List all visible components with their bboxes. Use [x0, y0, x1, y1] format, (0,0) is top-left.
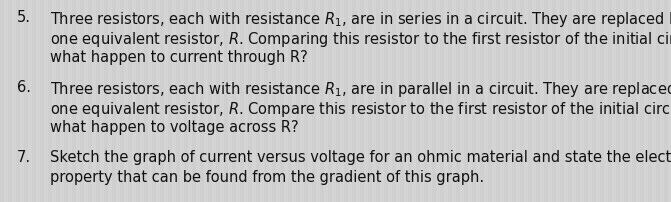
Bar: [544, 0, 548, 202]
Bar: [408, 0, 412, 202]
Bar: [40, 0, 44, 202]
Bar: [496, 0, 500, 202]
Bar: [576, 0, 580, 202]
Bar: [264, 0, 268, 202]
Bar: [440, 0, 444, 202]
Bar: [632, 0, 636, 202]
Bar: [512, 0, 516, 202]
Bar: [296, 0, 300, 202]
Bar: [624, 0, 628, 202]
Bar: [144, 0, 148, 202]
Text: Three resistors, each with resistance $R_1$, are in parallel in a circuit. They : Three resistors, each with resistance $R…: [50, 80, 671, 99]
Text: what happen to current through R?: what happen to current through R?: [50, 50, 308, 65]
Bar: [256, 0, 260, 202]
Bar: [352, 0, 356, 202]
Bar: [136, 0, 140, 202]
Text: Sketch the graph of current versus voltage for an ohmic material and state the e: Sketch the graph of current versus volta…: [50, 150, 671, 165]
Bar: [216, 0, 220, 202]
Bar: [0, 0, 4, 202]
Bar: [280, 0, 284, 202]
Bar: [640, 0, 644, 202]
Bar: [304, 0, 308, 202]
Bar: [192, 0, 196, 202]
Bar: [120, 0, 124, 202]
Bar: [648, 0, 652, 202]
Bar: [536, 0, 540, 202]
Bar: [240, 0, 244, 202]
Bar: [168, 0, 172, 202]
Bar: [592, 0, 596, 202]
Bar: [416, 0, 420, 202]
Text: what happen to voltage across R?: what happen to voltage across R?: [50, 120, 299, 135]
Text: Three resistors, each with resistance $R_1$, are in series in a circuit. They ar: Three resistors, each with resistance $R…: [50, 10, 671, 29]
Bar: [288, 0, 292, 202]
Bar: [368, 0, 372, 202]
Text: one equivalent resistor, $R$. Comparing this resistor to the first resistor of t: one equivalent resistor, $R$. Comparing …: [50, 30, 671, 49]
Bar: [384, 0, 388, 202]
Bar: [336, 0, 340, 202]
Bar: [376, 0, 380, 202]
Bar: [232, 0, 236, 202]
Bar: [344, 0, 348, 202]
Bar: [360, 0, 364, 202]
Bar: [32, 0, 36, 202]
Bar: [608, 0, 612, 202]
Bar: [488, 0, 492, 202]
Text: property that can be found from the gradient of this graph.: property that can be found from the grad…: [50, 170, 484, 185]
Bar: [104, 0, 108, 202]
Bar: [80, 0, 84, 202]
Bar: [552, 0, 556, 202]
Bar: [200, 0, 204, 202]
Bar: [504, 0, 508, 202]
Bar: [160, 0, 164, 202]
Bar: [616, 0, 620, 202]
Bar: [656, 0, 660, 202]
Bar: [208, 0, 212, 202]
Bar: [328, 0, 332, 202]
Bar: [184, 0, 188, 202]
Bar: [48, 0, 52, 202]
Bar: [128, 0, 132, 202]
Bar: [528, 0, 532, 202]
Bar: [560, 0, 564, 202]
Bar: [272, 0, 276, 202]
Bar: [480, 0, 484, 202]
Bar: [584, 0, 588, 202]
Bar: [24, 0, 28, 202]
Bar: [112, 0, 116, 202]
Bar: [392, 0, 396, 202]
Bar: [424, 0, 428, 202]
Bar: [320, 0, 324, 202]
Bar: [448, 0, 452, 202]
Bar: [432, 0, 436, 202]
Bar: [464, 0, 468, 202]
Bar: [88, 0, 92, 202]
Bar: [64, 0, 68, 202]
Bar: [664, 0, 668, 202]
Text: 5.: 5.: [17, 10, 31, 25]
Bar: [176, 0, 180, 202]
Bar: [96, 0, 100, 202]
Bar: [400, 0, 404, 202]
Text: one equivalent resistor, $R$. Compare this resistor to the first resistor of the: one equivalent resistor, $R$. Compare th…: [50, 100, 671, 119]
Bar: [472, 0, 476, 202]
Bar: [456, 0, 460, 202]
Bar: [56, 0, 60, 202]
Bar: [600, 0, 604, 202]
Text: 7.: 7.: [17, 150, 31, 165]
Text: 6.: 6.: [17, 80, 31, 95]
Bar: [568, 0, 572, 202]
Bar: [248, 0, 252, 202]
Bar: [16, 0, 20, 202]
Bar: [152, 0, 156, 202]
Bar: [312, 0, 316, 202]
Bar: [72, 0, 76, 202]
Bar: [224, 0, 228, 202]
Bar: [8, 0, 12, 202]
Bar: [520, 0, 524, 202]
